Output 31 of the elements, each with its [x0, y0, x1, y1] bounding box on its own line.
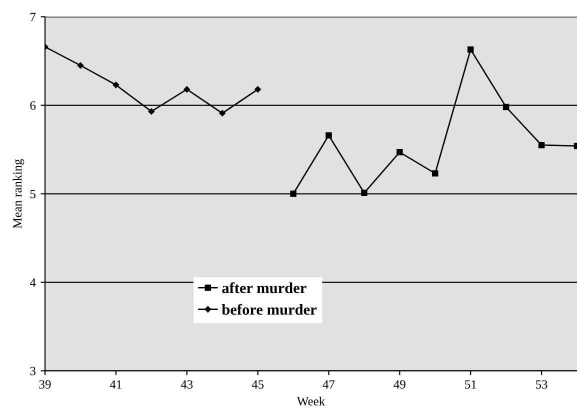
x-tick-label: 43 — [180, 380, 193, 389]
point — [219, 110, 226, 116]
x-tick-label: 45 — [252, 380, 264, 389]
legend-label: before murder — [222, 304, 317, 315]
point — [396, 149, 403, 156]
y-tick-label: 4 — [30, 278, 36, 287]
point — [467, 46, 474, 53]
point — [112, 82, 120, 88]
point — [326, 132, 332, 138]
x-tick-label: 49 — [394, 380, 406, 389]
legend-label: after murder — [222, 282, 306, 294]
x-tick-label: 47 — [322, 380, 335, 389]
y-axis-title: Mean ranking — [12, 159, 24, 228]
y-tick-label: 6 — [30, 101, 36, 110]
point — [184, 86, 190, 92]
y-tick-label: 3 — [30, 366, 36, 376]
x-tick-label: 39 — [39, 380, 51, 389]
x-axis-title: Week — [296, 396, 326, 406]
point — [290, 190, 296, 197]
point — [148, 108, 155, 115]
point — [502, 104, 510, 110]
y-tick-label: 7 — [30, 12, 36, 22]
x-tick-label: 51 — [465, 380, 476, 389]
point — [432, 170, 438, 177]
point — [538, 142, 545, 148]
x-tick-label: 41 — [110, 380, 122, 389]
x-tick-label: 53 — [536, 380, 548, 389]
point — [361, 190, 368, 196]
y-tick-label: 5 — [30, 190, 36, 198]
point — [254, 86, 261, 92]
point — [77, 62, 84, 69]
